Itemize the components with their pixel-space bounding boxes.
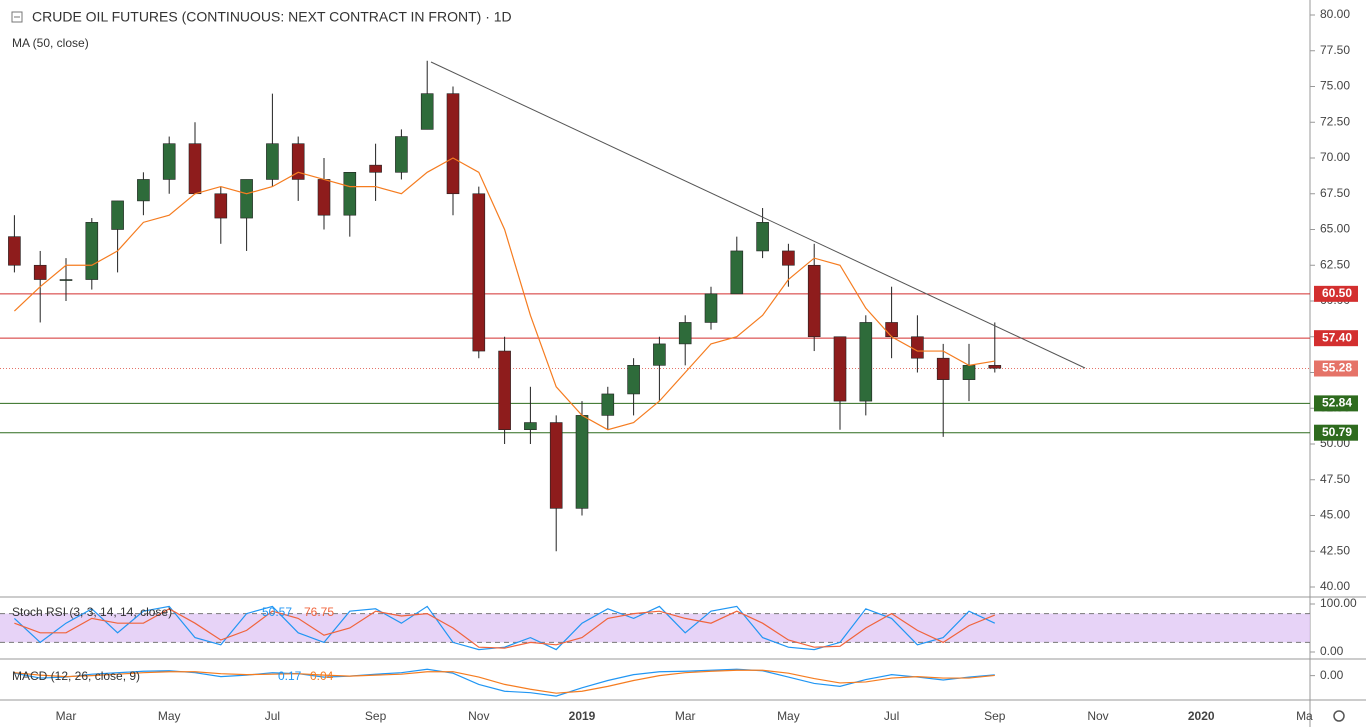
- y-tick-label: 70.00: [1320, 150, 1350, 164]
- x-tick-label: Jul: [265, 709, 280, 723]
- candle-body: [188, 143, 202, 195]
- candle-body: [833, 336, 847, 402]
- candle-body: [343, 172, 357, 216]
- x-tick-label: May: [158, 709, 181, 723]
- x-tick-label: Sep: [365, 709, 387, 723]
- candle-body: [936, 357, 950, 380]
- y-tick-label: 45.00: [1320, 508, 1350, 522]
- candle-body: [446, 93, 460, 195]
- level-badge: [1314, 424, 1358, 441]
- indicator-line: [14, 608, 996, 649]
- legend-value: 0.17: [278, 669, 302, 683]
- candle-body: [627, 365, 640, 395]
- candle-body: [317, 179, 331, 216]
- legend-value: 0.04: [310, 669, 334, 683]
- moving-average: [13, 157, 995, 431]
- plot-area: [0, 60, 1310, 697]
- indicator-label: MA (50, close): [12, 36, 89, 50]
- candle-body: [549, 422, 563, 509]
- settings-icon[interactable]: [1333, 710, 1345, 722]
- candle-body: [807, 264, 821, 338]
- candle-body: [859, 322, 873, 402]
- x-tick-label: Sep: [984, 709, 1006, 723]
- candle-body: [266, 143, 279, 180]
- legend-value: 50.57: [262, 605, 292, 619]
- candle-body: [885, 322, 898, 338]
- level-label: 52.84: [1322, 396, 1352, 410]
- candle-body: [111, 200, 124, 230]
- indicator-label: Stoch RSI (3, 3, 14, 14, close): [12, 605, 172, 619]
- indicator-line: [14, 669, 995, 694]
- candle-body: [601, 393, 615, 416]
- candle-body: [8, 236, 21, 266]
- candle-body: [962, 365, 976, 380]
- indicator-line: [13, 605, 996, 651]
- level-badge: [1314, 285, 1358, 302]
- candle-body: [162, 143, 176, 180]
- y-tick-label: 40.00: [1320, 579, 1350, 593]
- candle-body: [291, 143, 305, 180]
- candle-body: [240, 179, 253, 219]
- x-tick-label: Mar: [675, 709, 696, 723]
- chart-title: CRUDE OIL FUTURES (CONTINUOUS: NEXT CONT…: [32, 9, 512, 25]
- candle-body: [420, 93, 434, 130]
- x-tick-label: Mar: [56, 709, 77, 723]
- x-tick-label: 2020: [1188, 709, 1215, 723]
- candle-body: [756, 222, 769, 252]
- candle-body: [33, 264, 47, 280]
- y-tick-label: 0.00: [1320, 668, 1344, 682]
- candle-body: [472, 193, 486, 352]
- level-label: 55.28: [1322, 361, 1352, 375]
- x-tick-label: Nov: [468, 709, 489, 723]
- x-tick-label: 2019: [569, 709, 596, 723]
- level-label: 57.40: [1322, 330, 1352, 344]
- level-badge: [1314, 330, 1358, 347]
- y-tick-label: 47.50: [1320, 472, 1350, 486]
- y-tick-label: 65.00: [1320, 222, 1350, 236]
- candle-body: [369, 164, 382, 173]
- axes: 40.0042.5045.0047.5050.0052.5055.0057.50…: [56, 7, 1358, 723]
- y-tick-label: 75.00: [1320, 79, 1350, 93]
- candle-body: [653, 343, 666, 366]
- candle-body: [678, 322, 692, 345]
- y-tick-label: 62.50: [1320, 257, 1350, 271]
- x-tick-label: Jul: [884, 709, 899, 723]
- trend-line: [430, 61, 1086, 369]
- candle-body: [704, 293, 718, 323]
- indicator-label: MACD (12, 26, close, 9): [12, 669, 140, 683]
- y-tick-label: 100.00: [1320, 596, 1357, 610]
- x-tick-label: Nov: [1087, 709, 1108, 723]
- y-tick-label: 0.00: [1320, 644, 1344, 658]
- x-tick-label: Ma: [1296, 709, 1313, 723]
- y-tick-label: 67.50: [1320, 186, 1350, 200]
- level-badge: [1314, 395, 1358, 412]
- candle-body: [214, 193, 228, 219]
- candle-body: [137, 179, 150, 202]
- level-label: 60.50: [1322, 286, 1352, 300]
- y-tick-label: 72.50: [1320, 114, 1350, 128]
- candle-body: [498, 350, 511, 430]
- candle-body: [782, 250, 795, 266]
- candle-body: [911, 336, 924, 359]
- candle-body: [85, 222, 99, 280]
- candle-body: [524, 422, 537, 430]
- candle-body: [575, 415, 589, 509]
- level-label: 50.79: [1322, 425, 1352, 439]
- x-tick-label: May: [777, 709, 800, 723]
- y-tick-label: 77.50: [1320, 43, 1350, 57]
- candle-body: [395, 136, 408, 173]
- candle-body: [988, 365, 1002, 369]
- collapse-icon[interactable]: [11, 11, 23, 23]
- y-tick-label: 80.00: [1320, 7, 1350, 21]
- candle-body: [59, 279, 73, 281]
- y-tick-label: 42.50: [1320, 543, 1350, 557]
- legend-value: 76.75: [304, 605, 334, 619]
- candle-body: [730, 250, 744, 295]
- level-badge: [1314, 360, 1358, 377]
- band: [0, 613, 1310, 643]
